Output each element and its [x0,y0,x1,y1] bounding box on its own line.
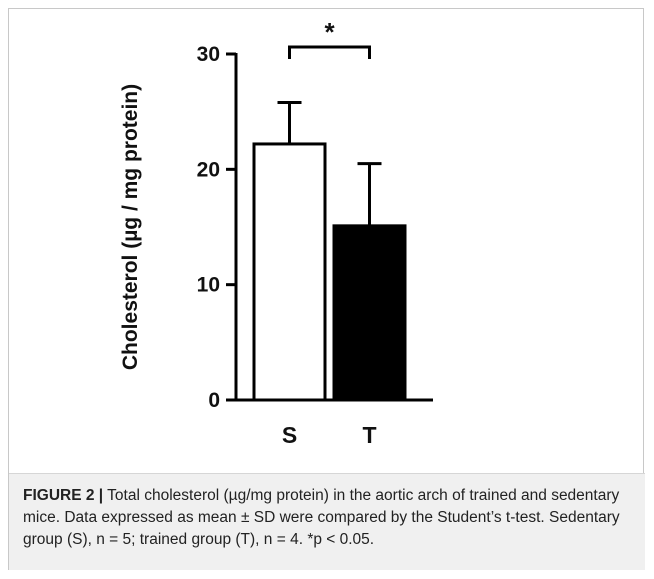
figure-caption: FIGURE 2 | Total cholesterol (µg/mg prot… [23,485,635,551]
bar-chart: 0 10 20 30 Cholesterol (µg / mg protein) S T * [119,17,433,448]
figure-label: FIGURE 2 | [23,487,104,504]
y-tick-label: 10 [197,274,220,297]
x-tick-label-S: S [282,422,297,448]
caption-box [9,473,645,570]
bar-T [332,224,407,402]
x-tick-label-T: T [362,422,376,448]
y-axis-label: Cholesterol (µg / mg protein) [119,84,142,370]
y-tick-label: 20 [197,158,220,181]
bar-S [252,142,327,402]
significance-bracket [288,45,371,59]
figure-frame: 0 10 20 30 Cholesterol (µg / mg protein) S T * … [8,8,645,570]
y-tick-label: 0 [208,389,220,412]
y-tick-label: 30 [197,43,220,66]
significance-label: * [324,17,335,47]
caption-text: Total cholesterol (µg/mg protein) in the… [23,487,620,548]
